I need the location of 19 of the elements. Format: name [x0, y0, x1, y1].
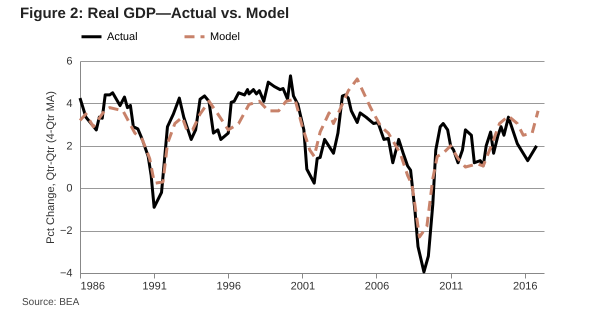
y-axis-title: Pct Change, Qtr-Qtr (4-Qtr MA) [44, 91, 57, 244]
legend-label: Actual [107, 30, 138, 43]
source-note: Source: BEA [22, 297, 80, 308]
y-tick-label: 2 [66, 140, 72, 152]
y-tick-label: 0 [66, 182, 72, 195]
x-tick-label: 2016 [512, 280, 538, 292]
x-tick-label: 2011 [439, 280, 463, 292]
y-tick-label: −4 [60, 268, 72, 280]
x-tick-label: 1996 [216, 280, 241, 292]
chart-title: Figure 2: Real GDP—Actual vs. Model [20, 5, 290, 22]
line-series [78, 78, 540, 238]
legend-label: Model [210, 30, 240, 43]
y-tick-label: 4 [66, 98, 72, 110]
y-tick-label: −2 [60, 225, 72, 238]
x-tick-label: 1991 [142, 280, 167, 292]
x-tick-label: 2006 [364, 280, 390, 292]
x-tick-label: 1986 [80, 280, 105, 292]
x-tick-label: 2001 [290, 280, 316, 292]
y-tick-label: 6 [66, 56, 72, 68]
